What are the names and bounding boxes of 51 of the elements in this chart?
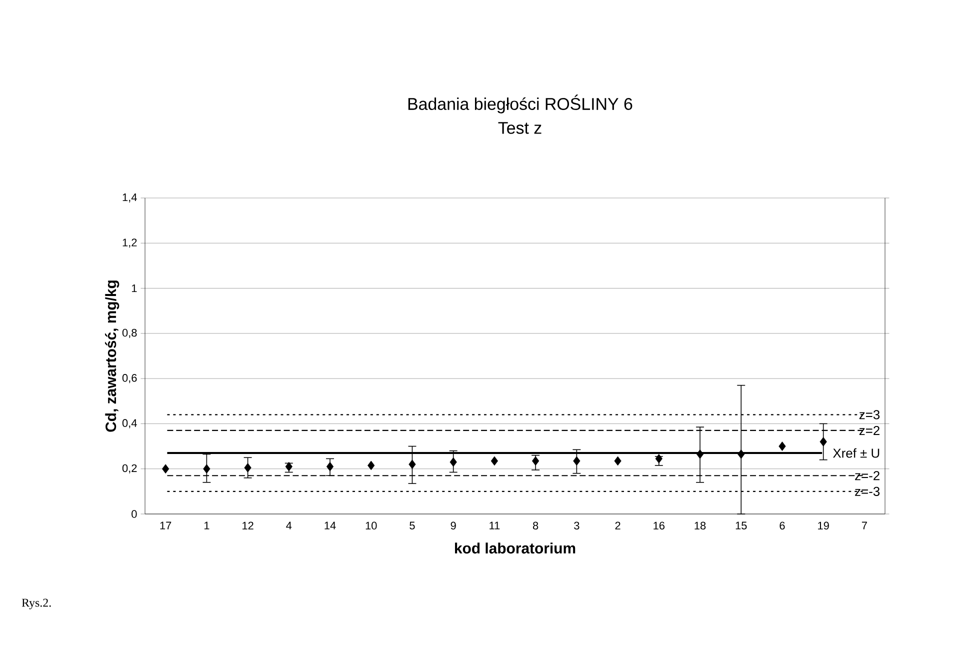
x-tick-label: 18 [694, 522, 706, 530]
point [614, 456, 622, 466]
y-tick-label: 0,6 [122, 374, 137, 384]
y-axis-title: Cd, zawartość, mg/kg [105, 280, 120, 432]
point [490, 456, 498, 466]
annotation: z=-3 [855, 486, 880, 496]
y-tick-label: 1,4 [122, 194, 137, 202]
point [738, 449, 745, 459]
y-tick-label: 0,4 [122, 419, 137, 428]
x-tick-label: 17 [160, 522, 172, 530]
x-tick-label: 16 [654, 522, 665, 530]
annotation: z=2 [859, 426, 880, 435]
point [326, 462, 334, 472]
text: Rys.2. [22, 598, 51, 610]
x-tick-label: 6 [780, 522, 785, 530]
annotation: z=3 [859, 410, 880, 420]
point [696, 449, 704, 459]
point [820, 437, 827, 446]
point [778, 442, 786, 451]
chart-subtitle: Test z [498, 122, 542, 134]
y-tick-label: 1,2 [122, 238, 137, 248]
x-tick-label: 12 [242, 522, 254, 530]
x-tick-label: 7 [862, 522, 867, 530]
x-tick-label: 2 [615, 522, 620, 530]
point [203, 464, 210, 474]
point [408, 460, 416, 470]
x-tick-label: 9 [450, 522, 456, 530]
point [655, 454, 662, 464]
x-tick-label: 11 [490, 522, 500, 530]
annotation: z=-2 [855, 471, 880, 480]
x-tick-label: 1 [204, 522, 210, 530]
y-tick-label: 0,2 [122, 464, 137, 474]
x-tick-label: 10 [366, 522, 377, 530]
x-tick-label: 14 [324, 522, 336, 530]
point [368, 460, 375, 470]
point [573, 456, 580, 466]
y-tick-label: 1 [132, 284, 137, 292]
x-tick-label: 3 [574, 522, 580, 530]
x-tick-label: 15 [736, 522, 747, 530]
annotation: Xref ± U [833, 448, 880, 458]
chart-title: Badania biegłości ROŚLINY 6 [408, 94, 632, 114]
y-tick-label: 0,8 [122, 328, 137, 338]
x-axis-title: kod laboratorium [455, 542, 576, 554]
x-tick-label: 8 [532, 522, 538, 530]
point [162, 464, 170, 474]
x-tick-label: 4 [286, 522, 292, 530]
x-tick-label: 5 [410, 522, 415, 530]
point [450, 457, 457, 467]
y-tick-label: 0 [132, 510, 137, 518]
x-tick-label: 19 [818, 522, 829, 530]
point [244, 463, 252, 472]
